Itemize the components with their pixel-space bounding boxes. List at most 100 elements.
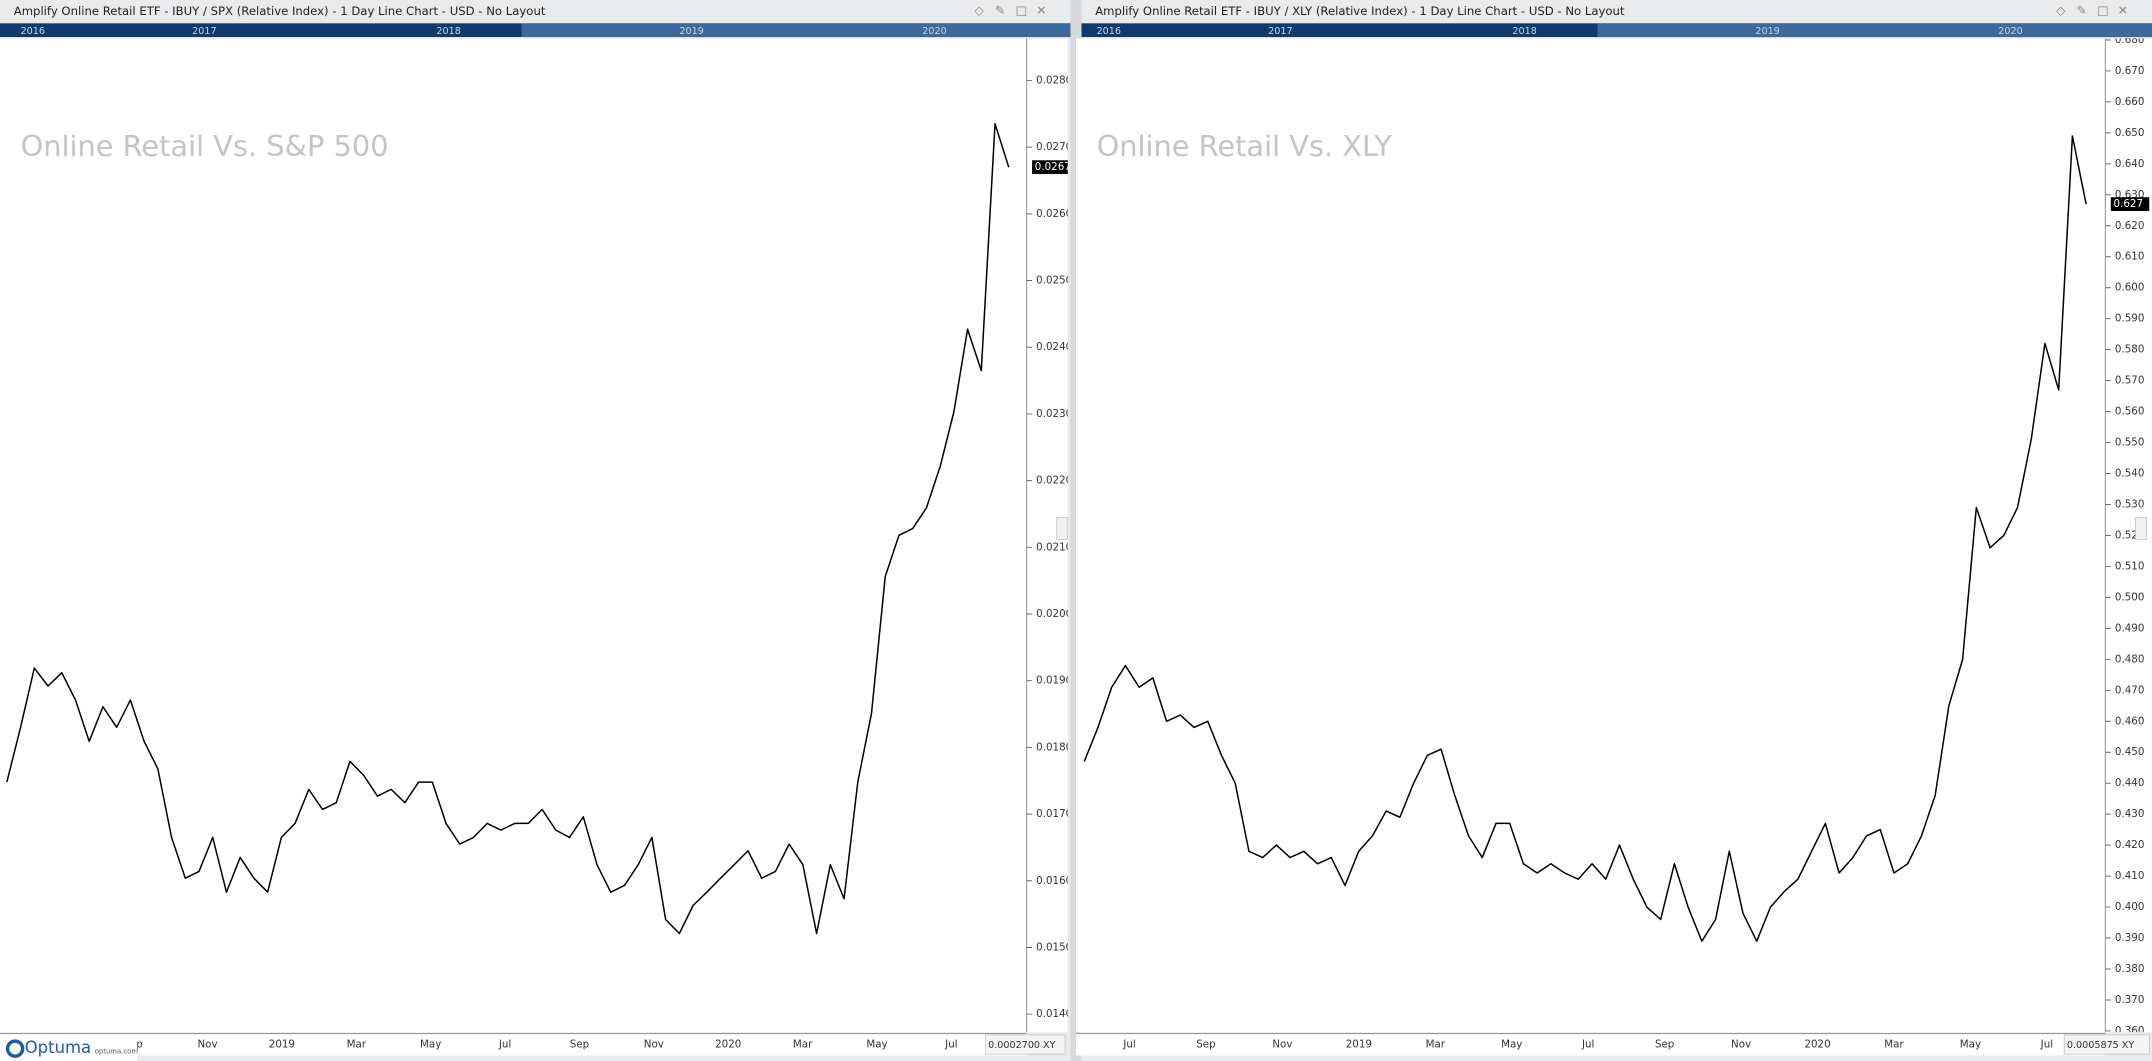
scale-label: 0.0005875 [2067, 1040, 2119, 1051]
x-tick-label: Nov [1731, 1039, 1751, 1051]
x-tick-label: Nov [644, 1039, 664, 1051]
last-value-label: 0.627 [2114, 198, 2143, 210]
navigator-window[interactable] [521, 23, 1071, 38]
xy-toggle[interactable]: XY [2122, 1040, 2135, 1051]
y-tick-label: 0.0230 [1036, 408, 1072, 420]
y-tick-label: 0.0150 [1036, 941, 1072, 953]
y-tick-label: 0.600 [2115, 282, 2144, 294]
window-button[interactable]: ✎ [2077, 3, 2087, 17]
title-bar [0, 0, 1071, 22]
x-tick-label: Mar [793, 1039, 813, 1051]
y-tick-label: 0.0240 [1036, 341, 1072, 353]
navigator-year: 2018 [436, 26, 460, 37]
y-tick-label: 0.450 [2115, 746, 2144, 758]
y-tick-label: 0.360 [2115, 1025, 2144, 1037]
y-tick-label: 0.530 [2115, 498, 2144, 510]
x-tick-label: 2019 [269, 1039, 295, 1051]
y-tick-label: 0.550 [2115, 437, 2144, 449]
y-tick-label: 0.580 [2115, 344, 2144, 356]
y-tick-label: 0.670 [2115, 65, 2144, 77]
navigator-year: 2016 [1097, 26, 1121, 37]
y-tick-label: 0.660 [2115, 96, 2144, 108]
price-line [6, 123, 1010, 935]
window-button[interactable]: □ [1016, 3, 1028, 17]
x-axis-area [1076, 1033, 2106, 1056]
y-tick-label: 0.490 [2115, 622, 2144, 634]
y-tick-label: 0.540 [2115, 468, 2144, 480]
last-value-tag [2110, 197, 2150, 211]
y-tick-label: 0.480 [2115, 653, 2144, 665]
navigator-year: 2017 [192, 26, 216, 37]
y-tick-label: 0.380 [2115, 963, 2144, 975]
collapse-button[interactable] [1056, 517, 1069, 540]
navigator-year: 2018 [1512, 26, 1536, 37]
window-button[interactable]: ✎ [995, 3, 1005, 17]
y-tick-label: 0.0180 [1036, 741, 1072, 753]
y-tick-label: 0.620 [2115, 220, 2144, 232]
window-button[interactable]: ◇ [2056, 3, 2066, 17]
title-bar [1081, 0, 2152, 22]
y-axis: 0.0140 0.0150 0.0160 0.0170 0.0180 0.0190 0.02… [1026, 74, 1072, 1020]
y-tick-label: 0.470 [2115, 684, 2144, 696]
y-tick-label: 0.0190 [1036, 675, 1072, 687]
y-tick-label: 0.0250 [1036, 275, 1072, 287]
xy-toggle[interactable]: XY [1043, 1040, 1056, 1051]
x-tick-label: 2020 [715, 1039, 741, 1051]
y-tick-label: 0.510 [2115, 560, 2144, 572]
scale-label: 0.0002700 [988, 1040, 1040, 1051]
x-tick-label: Sep [1196, 1039, 1215, 1051]
chart-panel: Amplify Online Retail ETF - IBUY / XLY (… [1076, 0, 2152, 1056]
y-tick-label: 0.410 [2115, 870, 2144, 882]
navigator-year: 2019 [1755, 26, 1779, 37]
navigator-year: 2020 [1998, 26, 2022, 37]
y-tick-label: 0.650 [2115, 127, 2144, 139]
y-tick-label: 0.440 [2115, 777, 2144, 789]
chart-title: Online Retail Vs. XLY [1097, 129, 1393, 163]
x-tick-label: Sep [570, 1039, 589, 1051]
navigator-year: 2017 [1268, 26, 1292, 37]
x-tick-label: May [1960, 1039, 1981, 1051]
y-tick-label: 0.640 [2115, 158, 2144, 170]
y-axis: 0.360 0.370 0.380 0.390 0.400 0.410 0.420 0.430… [2105, 34, 2144, 1037]
x-tick-label: May [1501, 1039, 1522, 1051]
navigator-year: 2019 [679, 26, 703, 37]
x-tick-label: 2020 [1804, 1039, 1830, 1051]
y-tick-label: 0.390 [2115, 932, 2144, 944]
navigator-year: 2016 [21, 26, 45, 37]
scale-box [2063, 1034, 2150, 1055]
y-tick-label: 0.0160 [1036, 875, 1072, 887]
x-tick-label: Sep [1655, 1039, 1674, 1051]
site: optuma.com [95, 1047, 139, 1055]
window-button[interactable]: ◇ [974, 3, 984, 17]
x-tick-label: May [866, 1039, 887, 1051]
brand: Optuma [25, 1038, 91, 1057]
x-tick-label: Jul [944, 1039, 957, 1051]
x-tick-label: Jul [2040, 1039, 2053, 1051]
last-value-tag [1032, 160, 1068, 175]
navigator-year: 2020 [922, 26, 946, 37]
y-tick-label: 0.430 [2115, 808, 2144, 820]
price-line [1083, 135, 2087, 942]
y-tick-label: 0.0280 [1036, 74, 1072, 86]
collapse-button[interactable] [2135, 517, 2147, 540]
y-tick-label: 0.0140 [1036, 1008, 1072, 1020]
navigator-window[interactable] [1597, 23, 2152, 38]
window-button[interactable]: □ [2097, 3, 2109, 17]
x-tick-label: May [420, 1039, 441, 1051]
scale-box [985, 1034, 1066, 1055]
window-button[interactable]: ✕ [2118, 3, 2128, 17]
x-tick-label: Jul [1581, 1039, 1594, 1051]
plot-area [1076, 38, 2106, 1033]
y-tick-label: 0.500 [2115, 591, 2144, 603]
logo-icon [5, 1039, 25, 1058]
y-tick-label: 0.0220 [1036, 475, 1072, 487]
chart-title: Online Retail Vs. S&P 500 [21, 129, 389, 163]
window-button[interactable]: ✕ [1036, 3, 1046, 17]
last-value-label: 0.0267 [1035, 161, 1071, 173]
x-axis-area [0, 1033, 1027, 1056]
plot-area [0, 38, 1027, 1033]
y-tick-label: 0.400 [2115, 901, 2144, 913]
y-tick-label: 0.680 [2115, 34, 2144, 46]
y-tick-label: 0.610 [2115, 251, 2144, 263]
x-tick-label: 2019 [1346, 1039, 1372, 1051]
